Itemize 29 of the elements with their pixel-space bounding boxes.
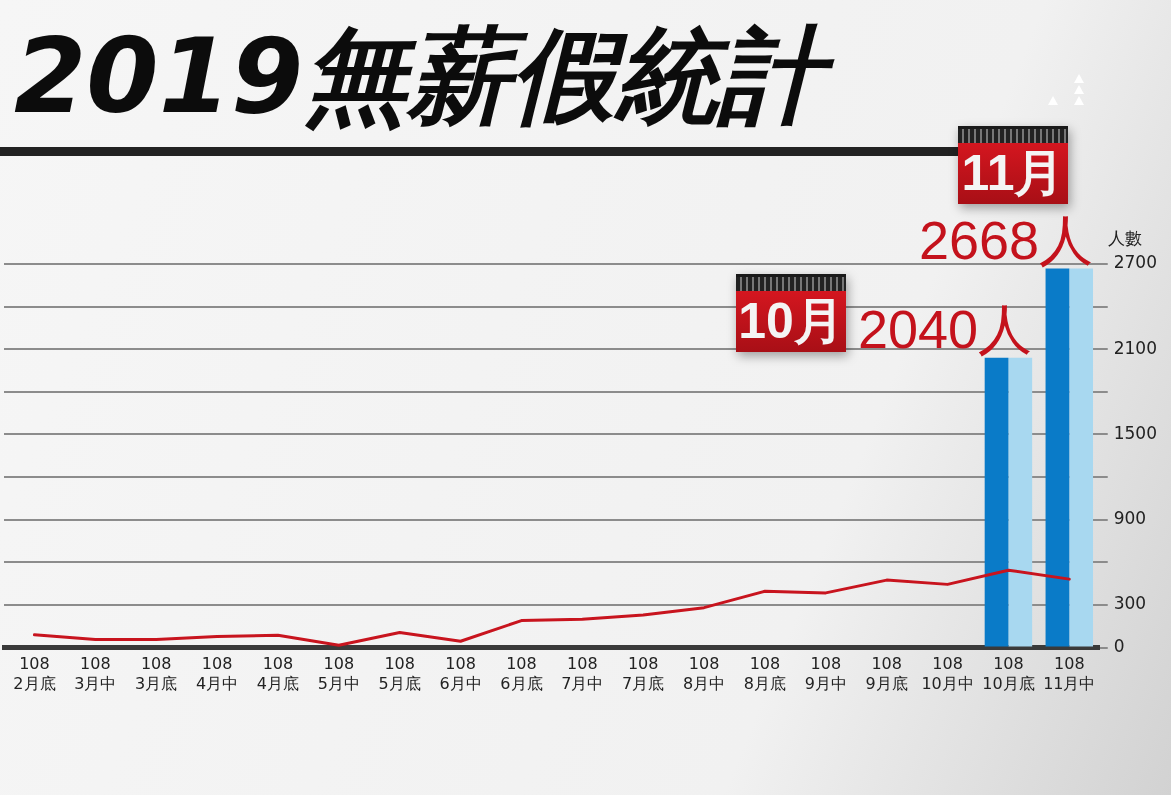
y-tick-label: 2100 xyxy=(1113,337,1157,358)
y-tick-label: 2700 xyxy=(1113,252,1157,273)
x-tick-label: 108 6月中 xyxy=(439,654,482,693)
x-tick-label: 108 3月中 xyxy=(74,654,117,693)
data-label: 2668人 xyxy=(918,209,1094,270)
y-tick-label: 1500 xyxy=(1113,422,1157,443)
x-tick-label: 108 10月中 xyxy=(921,654,974,693)
x-tick-label: 108 11月中 xyxy=(1043,654,1096,693)
x-tick-label: 108 3月底 xyxy=(135,654,178,693)
x-tick-label: 108 2月底 xyxy=(13,654,56,693)
x-tick-label: 108 6月底 xyxy=(500,654,543,693)
x-tick-label: 108 7月底 xyxy=(622,654,665,693)
y-axis-title: 人數 xyxy=(1107,227,1142,248)
x-tick-label: 108 8月中 xyxy=(682,654,726,693)
x-tick-label: 108 5月中 xyxy=(317,654,360,693)
x-tick-label: 108 7月中 xyxy=(561,654,604,693)
x-tick-label: 108 5月底 xyxy=(378,654,421,693)
data-label: 2040人 xyxy=(858,298,1033,359)
y-tick-label: 0 xyxy=(1113,636,1125,657)
x-tick-label: 108 9月中 xyxy=(804,654,847,693)
x-tick-label: 108 4月底 xyxy=(256,654,300,693)
x-tick-label: 108 4月中 xyxy=(195,654,239,693)
text: 11月 xyxy=(961,144,1065,201)
y-tick-label: 900 xyxy=(1113,508,1147,529)
x-tick-label: 108 8月底 xyxy=(743,654,787,693)
y-tick-label: 300 xyxy=(1113,593,1147,614)
annotation: 10月 xyxy=(738,292,844,349)
x-tick-label: 108 10月底 xyxy=(982,654,1035,693)
x-tick-label: 108 9月底 xyxy=(865,654,908,693)
